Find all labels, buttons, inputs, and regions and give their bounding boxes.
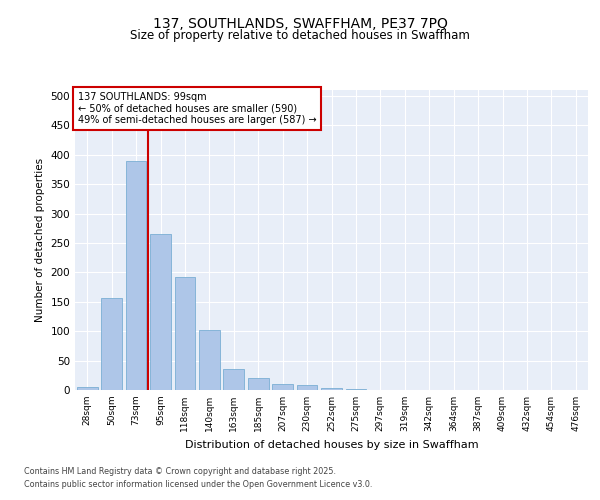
Text: 137 SOUTHLANDS: 99sqm
← 50% of detached houses are smaller (590)
49% of semi-det: 137 SOUTHLANDS: 99sqm ← 50% of detached … [77, 92, 316, 124]
Bar [77, 387, 98, 390]
Y-axis label: Number of detached properties: Number of detached properties [35, 158, 45, 322]
Bar [101, 298, 122, 390]
Bar [199, 330, 220, 390]
Bar [248, 378, 269, 390]
Bar [296, 386, 317, 390]
Bar [223, 370, 244, 390]
Text: Contains HM Land Registry data © Crown copyright and database right 2025.: Contains HM Land Registry data © Crown c… [24, 467, 336, 476]
Text: Contains public sector information licensed under the Open Government Licence v3: Contains public sector information licen… [24, 480, 373, 489]
Bar [150, 234, 171, 390]
X-axis label: Distribution of detached houses by size in Swaffham: Distribution of detached houses by size … [185, 440, 478, 450]
Text: Size of property relative to detached houses in Swaffham: Size of property relative to detached ho… [130, 29, 470, 42]
Bar [272, 384, 293, 390]
Text: 137, SOUTHLANDS, SWAFFHAM, PE37 7PQ: 137, SOUTHLANDS, SWAFFHAM, PE37 7PQ [152, 18, 448, 32]
Bar [125, 160, 146, 390]
Bar [175, 277, 196, 390]
Bar [321, 388, 342, 390]
